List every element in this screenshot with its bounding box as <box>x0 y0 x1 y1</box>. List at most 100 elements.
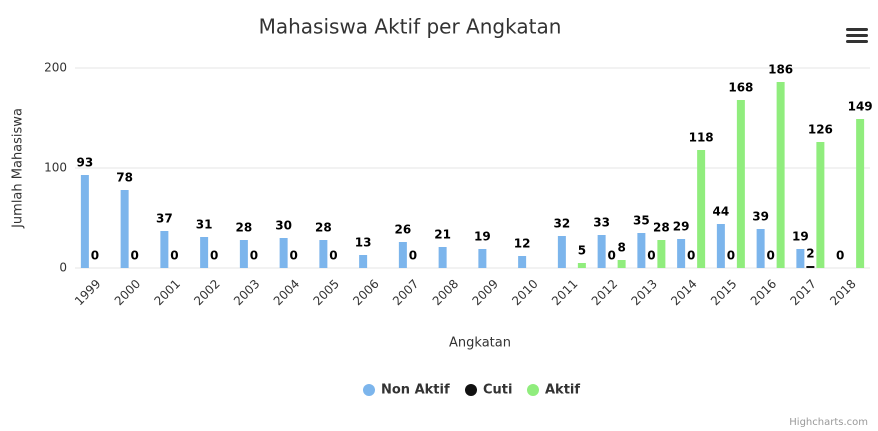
data-label: 168 <box>728 81 753 95</box>
data-label: 39 <box>752 210 769 224</box>
x-tick-label: 2018 <box>827 277 858 308</box>
data-label: 78 <box>116 171 133 185</box>
data-label: 93 <box>77 156 94 170</box>
bar <box>756 229 765 268</box>
data-label: 0 <box>607 249 615 263</box>
x-tick-label: 2007 <box>390 277 421 308</box>
bar <box>200 237 209 268</box>
x-tick-label: 2013 <box>628 277 659 308</box>
data-label: 5 <box>578 244 586 258</box>
bar <box>557 236 566 268</box>
data-label: 28 <box>653 221 670 235</box>
x-tick-label: 2014 <box>668 277 699 308</box>
bar <box>319 240 328 268</box>
credits[interactable]: Highcharts.com <box>789 417 868 428</box>
menu-button[interactable] <box>846 28 868 43</box>
data-label: 126 <box>808 123 833 137</box>
y-tick-label: 0 <box>59 261 67 275</box>
x-tick-label: 2017 <box>787 277 818 308</box>
x-tick-label: 2005 <box>310 277 341 308</box>
data-label: 30 <box>275 219 292 233</box>
data-label: 2 <box>806 247 814 261</box>
data-label: 118 <box>689 131 714 145</box>
legend-symbol <box>363 384 375 396</box>
bar <box>697 150 706 268</box>
bar <box>398 242 407 268</box>
bar <box>359 255 368 268</box>
bar <box>160 231 169 268</box>
x-tick-label: 2000 <box>112 277 143 308</box>
x-tick-label: 2001 <box>151 277 182 308</box>
legend-item[interactable]: Cuti <box>465 383 512 398</box>
data-label: 21 <box>434 228 451 242</box>
legend-symbol <box>465 384 477 396</box>
data-label: 0 <box>836 249 844 263</box>
legend-label: Cuti <box>483 383 512 398</box>
data-label: 0 <box>409 249 417 263</box>
data-label: 0 <box>727 249 735 263</box>
legend-label: Non Aktif <box>381 383 450 398</box>
x-tick-label: 2012 <box>589 277 620 308</box>
x-tick-label: 2011 <box>549 277 580 308</box>
x-tick-label: 2010 <box>509 277 540 308</box>
data-label: 0 <box>210 249 218 263</box>
legend-label: Aktif <box>545 383 580 398</box>
legend-item[interactable]: Aktif <box>527 383 580 398</box>
data-label: 35 <box>633 214 650 228</box>
data-label: 28 <box>315 221 332 235</box>
data-label: 0 <box>289 249 297 263</box>
bar <box>120 190 129 268</box>
x-axis-title: Angkatan <box>449 336 511 351</box>
data-label: 26 <box>395 223 412 237</box>
x-tick-label: 2009 <box>469 277 500 308</box>
x-tick-label: 2003 <box>231 277 262 308</box>
data-label: 19 <box>474 230 491 244</box>
y-axis-title: Jumlah Mahasiswa <box>11 108 26 229</box>
data-label: 29 <box>673 220 690 234</box>
bar <box>657 240 666 268</box>
x-tick-label: 2015 <box>708 277 739 308</box>
data-label: 32 <box>554 217 571 231</box>
data-label: 28 <box>236 221 253 235</box>
menu-bar <box>846 40 868 43</box>
bar <box>478 249 487 268</box>
data-label: 0 <box>250 249 258 263</box>
data-label: 0 <box>130 249 138 263</box>
data-label: 8 <box>617 241 625 255</box>
data-label: 0 <box>91 249 99 263</box>
bar <box>597 235 606 268</box>
bar <box>816 142 825 268</box>
bar <box>806 266 815 268</box>
bar <box>518 256 527 268</box>
data-label: 33 <box>593 216 610 230</box>
data-label: 0 <box>170 249 178 263</box>
bar <box>577 263 586 268</box>
legend-symbol <box>527 384 539 396</box>
legend: Non Aktif Cuti Aktif <box>363 383 580 398</box>
x-tick-label: 1999 <box>72 277 103 308</box>
data-label: 37 <box>156 212 173 226</box>
data-label: 0 <box>766 249 774 263</box>
bar <box>677 239 686 268</box>
bar <box>776 82 785 268</box>
data-label: 13 <box>355 236 372 250</box>
x-tick-label: 2004 <box>271 277 302 308</box>
x-tick-label: 2002 <box>191 277 222 308</box>
menu-bar <box>846 28 868 31</box>
bar <box>716 224 725 268</box>
y-tick-label: 200 <box>44 61 67 75</box>
data-label: 0 <box>329 249 337 263</box>
bar <box>856 119 865 268</box>
y-tick-label: 100 <box>44 161 67 175</box>
x-tick-label: 2008 <box>430 277 461 308</box>
data-label: 31 <box>196 218 213 232</box>
data-label: 19 <box>792 230 809 244</box>
legend-item[interactable]: Non Aktif <box>363 383 450 398</box>
bar <box>617 260 626 268</box>
data-label: 149 <box>848 100 873 114</box>
bar <box>279 238 288 268</box>
data-label: 12 <box>514 237 531 251</box>
bar <box>637 233 646 268</box>
x-tick-label: 2006 <box>350 277 381 308</box>
